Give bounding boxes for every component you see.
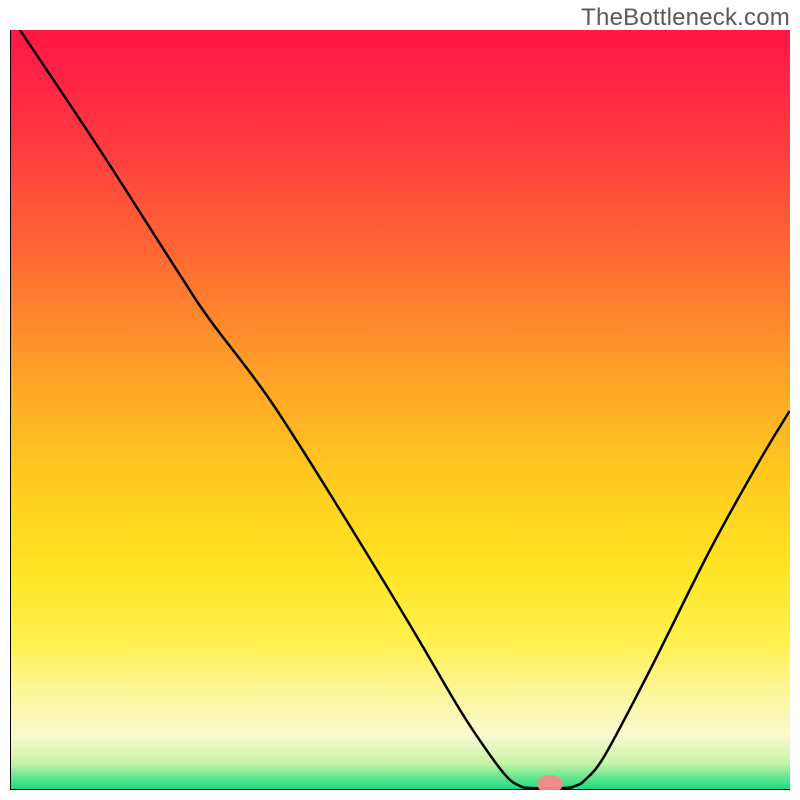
gradient-background [10, 30, 790, 790]
watermark-text: TheBottleneck.com [581, 4, 790, 32]
plot-area [10, 30, 790, 790]
bottleneck-curve-chart [10, 30, 790, 790]
chart-frame: TheBottleneck.com [0, 0, 800, 800]
